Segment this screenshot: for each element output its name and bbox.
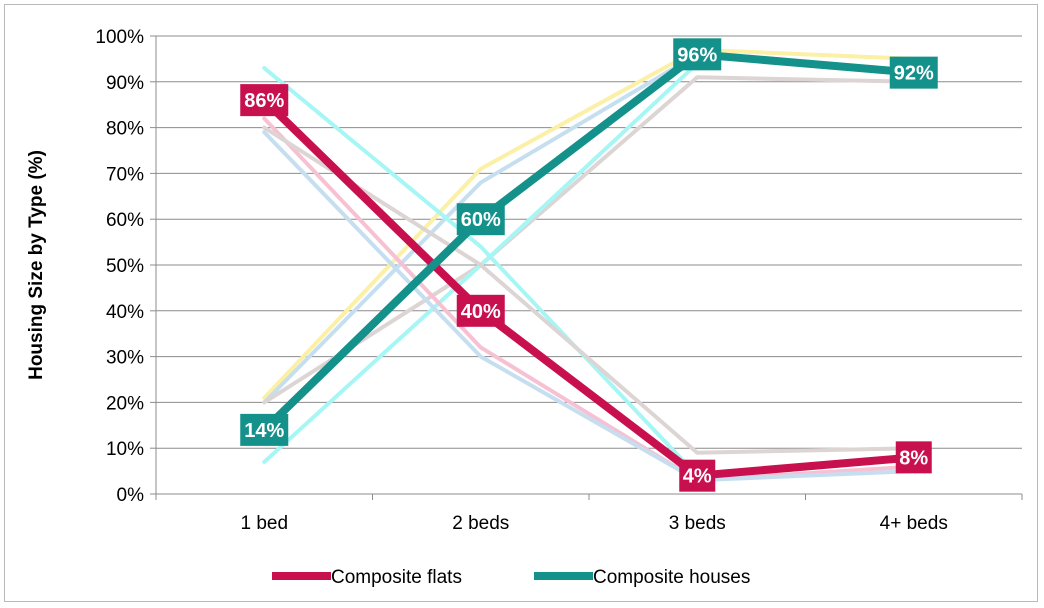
data-label: 40%: [456, 294, 505, 327]
legend: Composite flats Composite houses: [272, 567, 750, 588]
background-series-line: [262, 66, 700, 478]
background-series-line: [262, 52, 916, 405]
data-labels: 86% 40% 4% 8% 14% 60% 96% 92%: [240, 38, 938, 492]
data-label-text: 8%: [899, 447, 928, 469]
data-label-box: [456, 294, 505, 327]
y-tick-label: 40%: [106, 302, 144, 323]
y-tick-labels: 0% 10% 20% 30% 40% 50% 60% 70% 80% 90% 100%: [95, 27, 144, 506]
data-label: 86%: [240, 84, 289, 117]
gridlines: [150, 35, 1022, 495]
background-series-line: [262, 125, 916, 455]
data-label-box: [240, 413, 289, 446]
data-label: 14%: [240, 413, 289, 446]
series-line: [261, 97, 915, 480]
data-label-text: 4%: [683, 466, 712, 488]
data-label-box: [240, 84, 289, 117]
data-label-text: 96%: [677, 44, 717, 66]
background-series-line: [262, 116, 916, 483]
x-tick-label: 2 beds: [452, 513, 509, 534]
series-line: [261, 50, 915, 433]
chart-frame: [4, 4, 1038, 602]
data-label: 60%: [456, 203, 505, 236]
data-label-text: 14%: [244, 420, 284, 442]
legend-label-composite-houses: Composite houses: [593, 567, 750, 588]
data-label-box: [456, 203, 505, 236]
data-label-box: [889, 56, 938, 89]
y-tick-label: 10%: [106, 439, 144, 460]
data-label-text: 60%: [461, 209, 501, 231]
y-tick-label: 80%: [106, 119, 144, 140]
data-label: 96%: [673, 38, 722, 71]
data-label: 92%: [889, 56, 938, 89]
x-tick-label: 3 beds: [669, 513, 726, 534]
x-tick-label: 1 bed: [240, 513, 288, 534]
x-tick-labels: 1 bed 2 beds 3 beds 4+ beds: [240, 513, 947, 534]
y-tick-label: 50%: [106, 256, 144, 277]
main-series: [261, 50, 915, 480]
background-series-line: [262, 47, 916, 400]
background-series: [262, 47, 916, 483]
legend-label-composite-flats: Composite flats: [331, 567, 462, 588]
y-tick-label: 0%: [117, 485, 145, 506]
data-label-text: 92%: [894, 63, 934, 85]
y-tick-label: 30%: [106, 348, 144, 369]
x-tick-label: 4+ beds: [880, 513, 948, 534]
data-label-box: [673, 38, 722, 71]
background-series-line: [262, 75, 916, 405]
data-label-text: 40%: [461, 301, 501, 323]
y-tick-label: 70%: [106, 164, 144, 185]
y-tick-label: 20%: [106, 393, 144, 414]
data-label-text: 86%: [244, 90, 284, 112]
data-label: 8%: [895, 441, 932, 474]
background-series-line: [262, 130, 916, 483]
y-tick-label: 60%: [106, 210, 144, 231]
y-axis-title: Housing Size by Type (%): [26, 150, 47, 380]
data-label-box: [895, 441, 932, 474]
y-tick-label: 90%: [106, 73, 144, 94]
y-tick-label: 100%: [95, 27, 144, 48]
data-label-box: [679, 459, 716, 492]
data-label: 4%: [679, 459, 716, 492]
axes: [155, 36, 1023, 500]
